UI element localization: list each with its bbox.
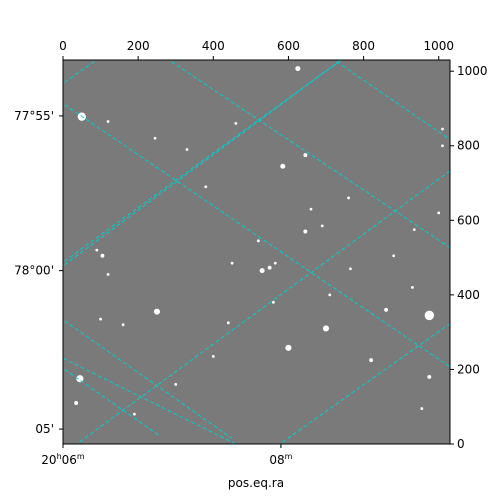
star (347, 196, 350, 200)
star (322, 325, 330, 332)
star (256, 239, 260, 243)
x-tick-label: 600 (277, 39, 300, 53)
dec-tick-label: 78°00' (14, 264, 54, 278)
x-tick-label: 800 (352, 39, 375, 53)
y-tick-label: 400 (457, 288, 480, 302)
star (234, 121, 238, 125)
star (132, 412, 136, 416)
stars-layer (74, 66, 444, 416)
star (427, 374, 432, 379)
star (153, 308, 160, 315)
pixel-x-axis: 0 200 400 600 800 1000 (59, 39, 454, 60)
star (185, 148, 189, 151)
star (328, 293, 332, 297)
star (420, 407, 424, 410)
star (303, 153, 308, 158)
grid-line (278, 323, 450, 444)
star (392, 254, 396, 258)
star (412, 228, 416, 232)
star (285, 344, 292, 351)
x-axis-label: pos.eq.ra (228, 476, 284, 490)
star (384, 307, 389, 312)
grid-line (63, 60, 342, 267)
star (74, 401, 79, 405)
grid-line (63, 60, 342, 263)
plot-frame (62, 59, 451, 445)
x-tick-label: 200 (127, 39, 150, 53)
star (309, 207, 313, 211)
star (369, 358, 374, 363)
ra-tick-label: 08m (269, 452, 292, 467)
y-tick-label: 600 (457, 213, 480, 227)
star (226, 321, 230, 325)
star (441, 127, 444, 131)
grid-line (63, 60, 98, 85)
star (441, 144, 444, 148)
star (303, 229, 308, 234)
y-tick-label: 200 (457, 362, 480, 376)
star (95, 248, 99, 252)
y-tick-label: 0 (457, 437, 465, 451)
grid-line (63, 319, 233, 439)
star (121, 323, 125, 327)
star (106, 120, 110, 123)
grid-line (75, 170, 450, 444)
x-tick-label: 0 (59, 39, 67, 53)
dec-tick-label: 77°55' (14, 109, 54, 123)
star (99, 317, 102, 321)
ra-tick-label: 20h06m (41, 452, 85, 467)
star (100, 253, 105, 258)
star (267, 265, 272, 270)
star (273, 261, 277, 265)
star (280, 163, 286, 169)
sky-image (63, 60, 450, 444)
y-tick-label: 800 (457, 139, 480, 153)
star (424, 310, 435, 321)
star (76, 375, 84, 383)
star (230, 261, 234, 265)
grid-line (63, 102, 450, 368)
ra-axis: 20h06m 08m (41, 444, 293, 467)
star (411, 286, 414, 289)
star (204, 185, 208, 189)
star (106, 272, 110, 276)
x-tick-label: 400 (202, 39, 225, 53)
star (272, 300, 275, 304)
x-tick-label: 1000 (423, 39, 454, 53)
grid-line (168, 60, 450, 249)
star (349, 267, 352, 271)
y-tick-label: 1000 (457, 64, 488, 78)
star (320, 224, 324, 228)
star (259, 268, 265, 274)
star (211, 354, 215, 358)
grid-line (63, 357, 237, 444)
star (437, 211, 441, 215)
star (295, 66, 301, 72)
coordinate-grid (63, 60, 450, 444)
dec-tick-label: 05' (35, 422, 54, 436)
dec-axis: 77°55' 78°00' 05' (14, 109, 63, 436)
pixel-y-axis: 0 200 400 600 800 1000 (450, 64, 488, 451)
star (153, 136, 157, 140)
grid-line (63, 367, 161, 437)
star (174, 382, 178, 386)
